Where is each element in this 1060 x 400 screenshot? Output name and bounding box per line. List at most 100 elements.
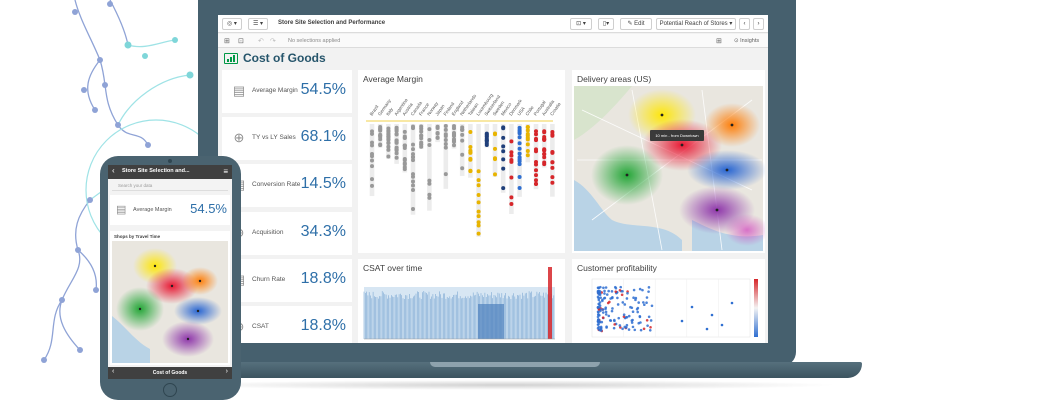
profit-dot xyxy=(705,327,709,331)
margin-dot xyxy=(534,129,538,134)
kpi-label: Conversion Rate xyxy=(252,181,301,188)
profitability-panel[interactable]: Customer profitability xyxy=(572,259,765,343)
csat-chart[interactable] xyxy=(358,259,565,343)
profit-dot xyxy=(604,306,608,309)
phone-search-input[interactable]: Search your data xyxy=(112,182,228,191)
margin-dot xyxy=(452,124,456,129)
margin-dot xyxy=(550,133,555,138)
margin-dot xyxy=(386,126,391,131)
insights-button[interactable]: ⊙ Insights xyxy=(734,38,759,44)
delivery-map[interactable] xyxy=(572,70,765,253)
kpi-label: CSAT xyxy=(252,323,269,330)
profit-dot xyxy=(606,301,610,305)
phone-map-panel[interactable]: Shops by Travel Time xyxy=(110,231,230,365)
profit-dot xyxy=(609,319,613,322)
average-margin-panel[interactable]: Average Margin Brazil Germany Italy Argenti… xyxy=(358,70,565,253)
profit-dot xyxy=(609,297,612,300)
profit-dot xyxy=(596,323,600,326)
margin-dot xyxy=(484,141,489,146)
margin-dot xyxy=(468,157,473,162)
app-toolbar: ◎ ▾ ☰ ▾ Store Site Selection and Perform… xyxy=(218,15,768,33)
margin-dot xyxy=(402,129,407,134)
margin-dot xyxy=(534,160,538,165)
profit-dot xyxy=(616,296,619,300)
margin-dot xyxy=(476,193,481,198)
margin-dot xyxy=(460,152,465,157)
profit-dot xyxy=(629,305,632,309)
range-bar xyxy=(509,124,514,214)
profit-dot xyxy=(632,288,636,292)
margin-dot xyxy=(443,145,448,150)
margin-dot xyxy=(525,153,530,158)
step-forward-icon[interactable]: ↷ xyxy=(270,38,276,45)
csat-spike xyxy=(548,267,552,339)
profit-dot xyxy=(603,292,606,295)
smart-search-icon[interactable]: ⊞ xyxy=(224,38,230,45)
margin-dot xyxy=(493,172,497,177)
phone-home-button[interactable] xyxy=(163,383,177,397)
chevron-right-icon[interactable]: › xyxy=(225,368,228,375)
stack-icon: ▤ xyxy=(116,204,127,216)
profitability-chart[interactable] xyxy=(572,259,765,343)
margin-dot xyxy=(443,142,448,147)
chevron-left-icon[interactable]: ‹ xyxy=(112,166,115,175)
profitability-title: Customer profitability xyxy=(577,263,657,273)
margin-dot xyxy=(517,155,522,160)
margin-dot xyxy=(542,162,547,167)
profit-dot xyxy=(720,323,724,327)
sheet-selector[interactable]: Potential Reach of Stores ▾ xyxy=(656,18,736,30)
step-back-icon[interactable]: ↶ xyxy=(258,38,264,45)
phone-delivery-map[interactable] xyxy=(110,231,230,365)
story-button[interactable]: ⊡ ▾ xyxy=(570,18,592,30)
average-margin-title: Average Margin xyxy=(363,74,423,84)
kpi-card[interactable]: ⊕ TY vs LY Sales 68.1% xyxy=(222,117,352,160)
profit-dot xyxy=(598,290,602,293)
selections-tool-icon[interactable]: ⊡ xyxy=(238,38,244,45)
profit-dot xyxy=(639,328,643,332)
previous-sheet-button[interactable]: ‹ xyxy=(739,18,750,30)
next-sheet-button[interactable]: › xyxy=(753,18,764,30)
laptop-base xyxy=(150,362,862,378)
profit-dot xyxy=(631,310,635,314)
grid-toggle-icon[interactable]: ⊞ xyxy=(716,38,722,45)
delivery-areas-panel[interactable]: Delivery areas (US) xyxy=(572,70,765,253)
margin-dot xyxy=(411,152,415,157)
margin-dot xyxy=(484,132,489,137)
kpi-label: Churn Rate xyxy=(252,276,286,283)
bookmarks-button[interactable]: ▯▾ xyxy=(598,18,614,30)
margin-dot xyxy=(476,214,481,219)
phone-camera xyxy=(168,159,172,163)
list-icon: ☰ ▾ xyxy=(252,21,264,27)
profit-dot xyxy=(730,301,734,305)
margin-dot xyxy=(509,175,514,180)
compass-icon: ◎ ▾ xyxy=(227,21,237,27)
profit-dot xyxy=(607,289,610,293)
margin-dot xyxy=(509,139,514,144)
profit-dot xyxy=(625,326,628,329)
margin-dot xyxy=(443,172,448,177)
margin-dot xyxy=(517,146,522,151)
edit-button[interactable]: ✎ Edit xyxy=(620,18,652,30)
profit-dot xyxy=(619,326,622,329)
profit-dot xyxy=(621,327,624,331)
navigation-menu-button[interactable]: ◎ ▾ xyxy=(222,18,242,30)
phone-kpi-card[interactable]: ▤ Average Margin 54.5% xyxy=(110,195,230,225)
csat-panel[interactable]: CSAT over time xyxy=(358,259,565,343)
margin-dot xyxy=(460,125,465,130)
margin-dot xyxy=(509,150,514,155)
profit-dot xyxy=(645,296,649,299)
hamburger-menu-icon[interactable]: ≡ xyxy=(223,167,228,176)
margin-dot xyxy=(542,148,547,153)
global-menu-button[interactable]: ☰ ▾ xyxy=(248,18,268,30)
kpi-card[interactable]: ▤ Average Margin 54.5% xyxy=(222,70,352,113)
chevron-left-icon[interactable]: ‹ xyxy=(112,368,115,375)
profit-dot xyxy=(616,303,620,306)
profit-dot xyxy=(632,296,635,300)
margin-dot xyxy=(370,140,374,145)
margin-dot xyxy=(501,126,506,131)
